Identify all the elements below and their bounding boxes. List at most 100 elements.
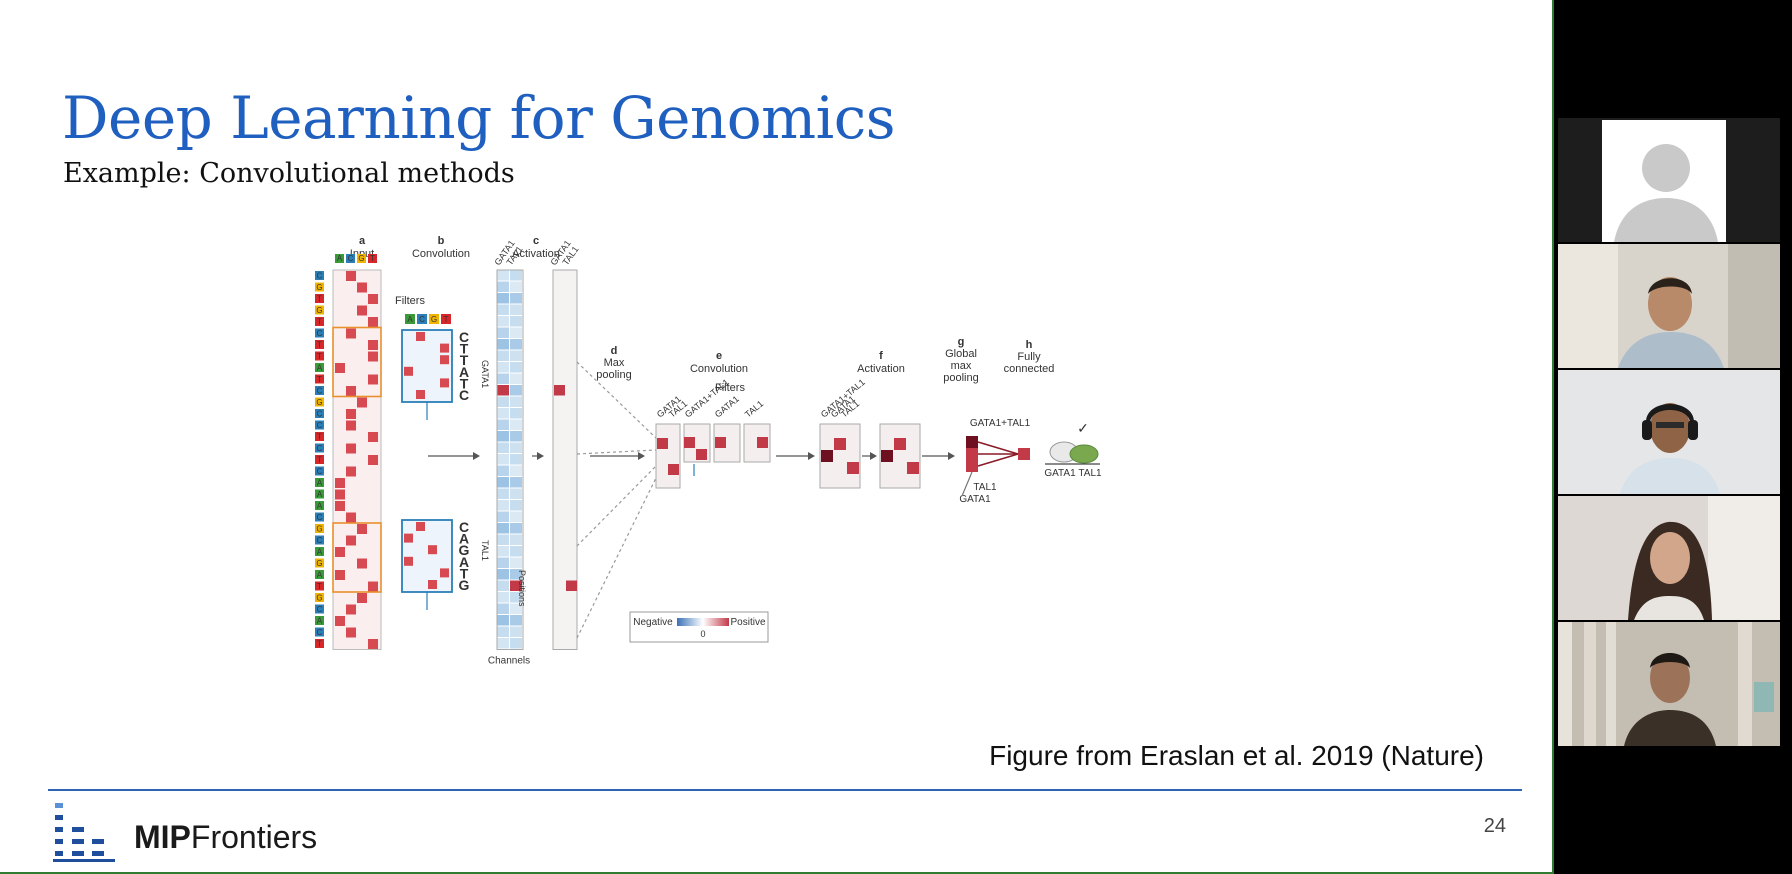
filter-gata1-cell [404,366,413,376]
base-header-A [335,254,344,263]
tal1-protein-icon [1069,444,1099,464]
filter-base-G [429,314,439,324]
cnn-genomics-figure: aInputbConvolutioncActivationdMaxpooling… [300,228,1180,748]
activation-cell-gata1 [497,373,509,384]
slide-subtitle: Example: Convolutional methods [63,158,515,189]
panel-name-h-1: connected [1004,363,1055,375]
seq-letter: G [316,398,322,407]
participant-video-5 [1558,622,1780,746]
legend-gradient [677,618,729,626]
activation-cell-tal1 [510,569,522,580]
onehot-cell [346,271,356,281]
activation-cell-gata1 [497,603,509,614]
base-header-label-G: G [358,254,364,263]
legend-positive: Positive [730,617,765,628]
onehot-cell [357,305,367,316]
scan-window-1 [332,326,382,398]
legend-zero: 0 [700,629,705,639]
base-header-G [357,254,366,263]
activation-cell-tal1 [510,511,522,522]
onehot-cell [346,409,356,419]
participant-video-2 [1558,244,1780,368]
activation-cell-tal1 [510,408,522,419]
panel-letter-b: b [438,235,445,247]
seq-letter: A [317,502,323,511]
onehot-cell [368,294,378,304]
participant-tile-2[interactable] [1558,244,1780,368]
seq-letter-box [315,466,324,476]
participant-tile-5[interactable] [1558,622,1780,746]
filter-gata1-letter: C [459,329,469,345]
filter-tal1-letter: C [459,519,469,535]
gmp-label-gata1-tal1: GATA1+TAL1 [970,418,1031,429]
filter-gata1-cell [440,343,449,353]
legend-box [629,611,769,643]
filter-gata1-letter: T [460,352,469,368]
panel-name-b: Convolution [412,248,470,260]
activation-cell-gata1 [497,511,509,522]
activation-cell-gata1 [497,419,509,430]
seq-letter: C [317,387,323,396]
seq-letter: A [317,571,323,580]
seq-letter-box [315,443,324,453]
relu2-3 [907,462,919,474]
conv2-cell-1a [684,437,695,448]
filter-gata1-cell [440,378,449,388]
gmp-cell-3 [966,460,978,472]
participant-tile-3[interactable] [1558,370,1780,494]
filter-gata1-cell [416,390,425,399]
seq-letter-box [315,627,324,637]
filter-base-T [441,314,451,324]
activation-frame [496,269,524,650]
participant-tile-1[interactable] [1558,118,1780,242]
activation-cell-gata1 [497,270,509,281]
seq-letter: C [317,421,323,430]
activation-cell-tal1 [510,534,522,545]
activation-cell-gata1 [497,638,509,649]
activation-cell-tal1 [510,316,522,327]
seq-letter: G [316,283,322,292]
seq-letter-box [315,386,324,395]
panel-letter-h: h [1026,339,1033,351]
activation-cell-tal1 [510,327,522,338]
seq-letter: A [317,617,323,626]
activation-cell-tal1 [510,419,522,430]
panel-name-c: Activation [512,248,560,260]
seq-letter: C [317,410,323,419]
filter-tal1-letter: G [459,577,470,593]
filter-base-label-C: C [419,315,425,324]
seq-letter: C [317,513,323,522]
arrow-c-relu-head [537,452,544,460]
conv2-act-1 [821,450,833,462]
onehot-cell [357,282,367,293]
seq-letter-box [315,282,324,292]
filter-tal1-cell [428,545,437,555]
pooling-dash-0 [576,361,657,439]
seq-letter-box [315,363,324,372]
panel-letter-c: c [533,235,539,247]
filter-tal1-letter: A [459,554,469,570]
seq-letter: C [317,467,323,476]
filter-tal1-letter: G [459,542,470,558]
activation-cell-tal1 [510,592,522,603]
filter-base-label-T: T [444,315,449,324]
activation-peak-tal1 [510,580,522,591]
seq-letter: C [317,329,323,338]
filter-base-C [417,314,427,324]
relu-column [552,269,578,650]
activation-cell-gata1 [497,534,509,545]
onehot-cell [368,455,378,465]
activation-cell-gata1 [497,500,509,511]
onehot-cell [346,627,356,638]
scan-window-2 [332,522,382,593]
filter-tal1-letter: T [460,565,469,581]
participant-tile-4[interactable] [1558,496,1780,620]
avatar-icon [1602,120,1726,242]
protein-label-gata1: GATA1 [1044,468,1076,479]
activation-cell-tal1 [510,523,522,534]
activation-cell-tal1 [510,638,522,649]
filters-label-1: Filters [395,295,425,307]
panel-name-g-2: pooling [943,372,978,384]
seq-letter: T [317,375,322,384]
activation-cell-gata1 [497,488,509,499]
